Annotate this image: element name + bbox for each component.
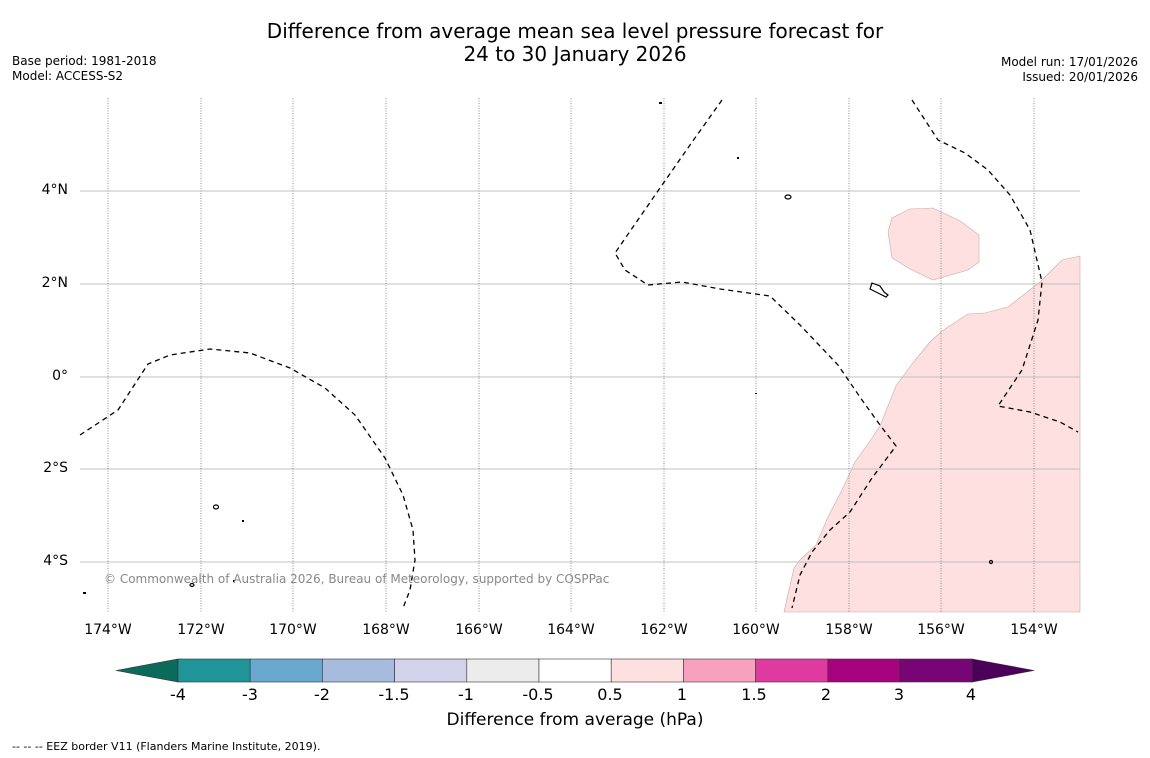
meta-left: Base period: 1981-2018 Model: ACCESS-S2 <box>12 54 157 84</box>
colorbar-tick-label: 2 <box>820 685 832 704</box>
eez-borders <box>79 99 1079 609</box>
colorbar-tick-label: -0.5 <box>522 685 554 704</box>
lon-label: 158°W <box>825 622 873 638</box>
colorbar <box>115 658 1035 683</box>
lon-label: 166°W <box>455 622 503 638</box>
lon-label: 172°W <box>177 622 225 638</box>
issued-date: Issued: 20/01/2026 <box>1022 70 1138 84</box>
eez-border-central <box>614 99 897 609</box>
eez-border-east <box>911 99 1079 433</box>
island <box>659 102 662 104</box>
lon-label: 156°W <box>917 622 965 638</box>
colorbar-segment <box>755 658 829 683</box>
island <box>233 580 235 582</box>
base-period: Base period: 1981-2018 <box>12 54 157 68</box>
colorbar-segment <box>394 658 468 683</box>
colorbar-segment <box>466 658 540 683</box>
lon-label: 164°W <box>547 622 595 638</box>
island <box>83 592 86 594</box>
lat-label: 4°S <box>43 553 68 569</box>
island <box>784 194 792 200</box>
meta-right: Model run: 17/01/2026 Issued: 20/01/2026 <box>1001 55 1138 85</box>
colorbar-tick-label: -1.5 <box>378 685 410 704</box>
lat-label: 2°S <box>43 460 68 476</box>
island <box>242 520 244 522</box>
chart-title-line1: Difference from average mean sea level p… <box>266 19 884 43</box>
chart-title-line2: 24 to 30 January 2026 <box>463 42 687 66</box>
colorbar-extend-low <box>115 658 179 683</box>
colorbar-segment <box>177 658 251 683</box>
colorbar-tick-label: -2 <box>314 685 330 704</box>
lat-gridlines <box>80 190 1080 563</box>
colorbar-tick-label: 3 <box>893 685 905 704</box>
colorbar-tick-label: -4 <box>170 685 186 704</box>
colorbar-segment <box>683 658 756 683</box>
colorbar-tick-label: 1.5 <box>741 685 767 704</box>
colorbar-segment <box>322 658 395 683</box>
copyright-notice: © Commonwealth of Australia 2026, Bureau… <box>104 572 610 586</box>
colorbar-tick-label: 4 <box>965 685 977 704</box>
lon-label: 162°W <box>640 622 688 638</box>
colorbar-tick-label: 1 <box>676 685 688 704</box>
island-dots <box>83 102 757 594</box>
lat-label: 4°N <box>41 182 68 198</box>
colorbar-segment <box>610 658 684 683</box>
island <box>189 582 195 588</box>
colorbar-tick-label: 0.5 <box>597 685 623 704</box>
lon-label: 160°W <box>732 622 780 638</box>
lat-label: 0° <box>52 368 68 384</box>
colorbar-segment <box>249 658 323 683</box>
eez-border-west <box>79 348 416 609</box>
colorbar-title: Difference from average (hPa) <box>446 710 704 730</box>
lon-label: 174°W <box>84 622 132 638</box>
island <box>755 393 757 394</box>
colorbar-tick-label: -3 <box>242 685 258 704</box>
eez-footnote: -- -- -- EEZ border V11 (Flanders Marine… <box>12 740 321 753</box>
lon-label: 154°W <box>1010 622 1058 638</box>
model-name: Model: ACCESS-S2 <box>12 69 124 83</box>
island <box>737 157 739 159</box>
anomaly-region-north <box>887 207 980 281</box>
lon-label: 170°W <box>269 622 317 638</box>
lat-label: 2°N <box>41 275 68 291</box>
colorbar-segment <box>538 658 612 683</box>
island <box>869 282 889 298</box>
colorbar-segment <box>827 658 901 683</box>
lon-gridlines <box>107 98 1035 612</box>
island <box>212 504 220 510</box>
lon-label: 168°W <box>362 622 410 638</box>
colorbar-tick-label: -1 <box>458 685 474 704</box>
colorbar-segment <box>899 658 973 683</box>
colorbar-extend-high <box>971 658 1035 683</box>
model-run: Model run: 17/01/2026 <box>1000 55 1138 69</box>
islands <box>189 194 994 588</box>
anomaly-region-east <box>783 255 1081 613</box>
island <box>988 559 994 565</box>
